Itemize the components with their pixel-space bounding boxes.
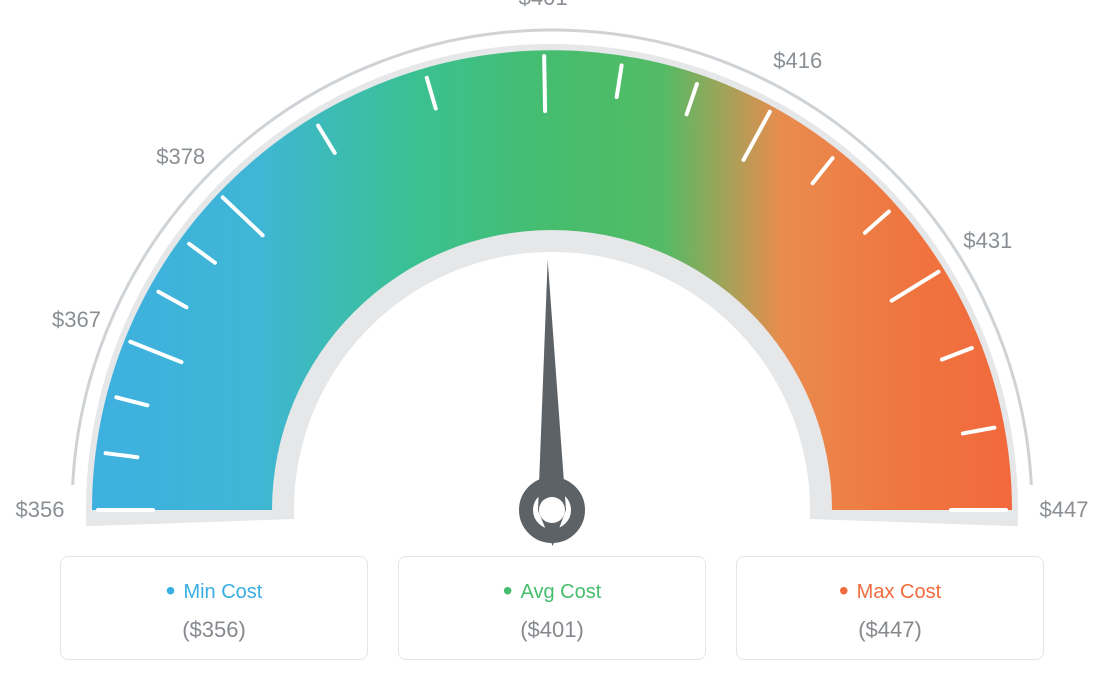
gauge-tick-label: $447 — [1040, 497, 1089, 523]
cost-gauge-chart: $356 $367 $378 $401 $416 $431 $447 Min Cost ($… — [0, 0, 1104, 690]
gauge-tick-label: $416 — [773, 48, 822, 74]
legend-card-min: Min Cost ($356) — [60, 556, 368, 660]
legend-row: Min Cost ($356) Avg Cost ($401) Max Cost… — [60, 556, 1044, 660]
gauge-tick-label: $356 — [16, 497, 65, 523]
gauge-area: $356 $367 $378 $401 $416 $431 $447 — [0, 0, 1104, 560]
gauge-tick-label: $378 — [156, 144, 205, 170]
legend-card-avg: Avg Cost ($401) — [398, 556, 706, 660]
legend-min-value: ($356) — [71, 617, 357, 643]
gauge-tick-label: $401 — [519, 0, 568, 11]
gauge-needle-hub-hole — [539, 497, 565, 523]
gauge-tick-label: $431 — [963, 228, 1012, 254]
gauge-svg — [0, 0, 1104, 560]
legend-card-max: Max Cost ($447) — [736, 556, 1044, 660]
legend-min-label: Min Cost — [71, 575, 357, 607]
legend-avg-value: ($401) — [409, 617, 695, 643]
legend-max-value: ($447) — [747, 617, 1033, 643]
legend-max-label: Max Cost — [747, 575, 1033, 607]
gauge-tick-label: $367 — [52, 307, 101, 333]
legend-avg-label: Avg Cost — [409, 575, 695, 607]
